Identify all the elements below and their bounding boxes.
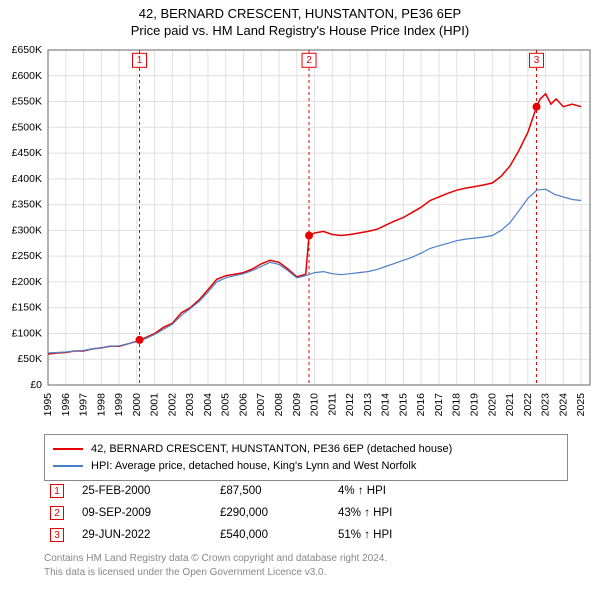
svg-text:2007: 2007 bbox=[255, 393, 267, 417]
svg-text:2020: 2020 bbox=[486, 393, 498, 417]
svg-text:2021: 2021 bbox=[504, 393, 516, 417]
legend-box: 42, BERNARD CRESCENT, HUNSTANTON, PE36 6… bbox=[44, 434, 568, 481]
sale-row: 1 25-FEB-2000 £87,500 4% ↑ HPI bbox=[44, 480, 568, 502]
svg-text:1999: 1999 bbox=[113, 393, 125, 417]
svg-text:2003: 2003 bbox=[184, 393, 196, 417]
svg-text:2001: 2001 bbox=[149, 393, 161, 417]
svg-text:£650K: £650K bbox=[12, 44, 42, 56]
svg-text:1995: 1995 bbox=[42, 393, 54, 417]
sale-badge: 2 bbox=[50, 506, 64, 520]
sales-table: 1 25-FEB-2000 £87,500 4% ↑ HPI 2 09-SEP-2009 £… bbox=[44, 480, 568, 546]
svg-text:3: 3 bbox=[534, 55, 540, 66]
svg-text:1997: 1997 bbox=[78, 393, 90, 417]
attribution-line-2: This data is licensed under the Open Gov… bbox=[44, 566, 568, 580]
svg-text:2017: 2017 bbox=[433, 393, 445, 417]
svg-text:1: 1 bbox=[137, 55, 143, 66]
svg-text:1996: 1996 bbox=[60, 393, 72, 417]
svg-text:2018: 2018 bbox=[451, 393, 463, 417]
sale-date: 29-JUN-2022 bbox=[82, 529, 202, 541]
svg-text:2000: 2000 bbox=[131, 393, 143, 417]
svg-text:£500K: £500K bbox=[12, 121, 42, 133]
svg-text:£550K: £550K bbox=[12, 96, 42, 108]
sale-row: 3 29-JUN-2022 £540,000 51% ↑ HPI bbox=[44, 524, 568, 546]
legend-swatch bbox=[53, 465, 83, 467]
legend-swatch bbox=[53, 448, 83, 450]
svg-text:2024: 2024 bbox=[557, 393, 569, 417]
line-chart-svg: £0 £50K £100K £150K £200K £250K £300K £350K £400… bbox=[0, 40, 600, 430]
svg-text:2016: 2016 bbox=[415, 393, 427, 417]
legend-item: 42, BERNARD CRESCENT, HUNSTANTON, PE36 6… bbox=[53, 441, 559, 458]
sale-badge: 3 bbox=[50, 528, 64, 542]
sale-row: 2 09-SEP-2009 £290,000 43% ↑ HPI bbox=[44, 502, 568, 524]
legend-label: 42, BERNARD CRESCENT, HUNSTANTON, PE36 6… bbox=[91, 441, 452, 458]
svg-text:£400K: £400K bbox=[12, 173, 42, 185]
sale-date: 25-FEB-2000 bbox=[82, 485, 202, 497]
sale-diff: 4% ↑ HPI bbox=[338, 485, 448, 497]
svg-text:2013: 2013 bbox=[362, 393, 374, 417]
legend-label: HPI: Average price, detached house, King… bbox=[91, 458, 416, 475]
svg-text:£0: £0 bbox=[30, 379, 42, 391]
attribution-text: Contains HM Land Registry data © Crown c… bbox=[44, 552, 568, 579]
svg-text:2022: 2022 bbox=[522, 393, 534, 417]
sale-price: £540,000 bbox=[220, 529, 320, 541]
sale-price: £87,500 bbox=[220, 485, 320, 497]
svg-text:2006: 2006 bbox=[237, 393, 249, 417]
svg-text:2023: 2023 bbox=[540, 393, 552, 417]
svg-text:2014: 2014 bbox=[380, 393, 392, 417]
svg-text:£150K: £150K bbox=[12, 302, 42, 314]
svg-text:2004: 2004 bbox=[202, 393, 214, 417]
chart-area: £0 £50K £100K £150K £200K £250K £300K £350K £400… bbox=[0, 40, 600, 430]
svg-text:£250K: £250K bbox=[12, 250, 42, 262]
svg-text:2005: 2005 bbox=[220, 393, 232, 417]
chart-title-block: 42, BERNARD CRESCENT, HUNSTANTON, PE36 6… bbox=[0, 0, 600, 40]
sale-badge: 1 bbox=[50, 484, 64, 498]
sale-price: £290,000 bbox=[220, 507, 320, 519]
svg-text:£600K: £600K bbox=[12, 70, 42, 82]
svg-text:£200K: £200K bbox=[12, 276, 42, 288]
svg-text:£450K: £450K bbox=[12, 147, 42, 159]
svg-text:£350K: £350K bbox=[12, 199, 42, 211]
svg-text:2015: 2015 bbox=[397, 393, 409, 417]
sale-date: 09-SEP-2009 bbox=[82, 507, 202, 519]
svg-text:£50K: £50K bbox=[17, 353, 42, 365]
svg-text:£300K: £300K bbox=[12, 224, 42, 236]
svg-text:2002: 2002 bbox=[166, 393, 178, 417]
svg-text:2019: 2019 bbox=[468, 393, 480, 417]
chart-title-address: 42, BERNARD CRESCENT, HUNSTANTON, PE36 6… bbox=[10, 6, 590, 21]
svg-text:2011: 2011 bbox=[326, 393, 338, 416]
svg-text:2010: 2010 bbox=[309, 393, 321, 417]
svg-text:2: 2 bbox=[306, 55, 312, 66]
svg-text:2009: 2009 bbox=[291, 393, 303, 417]
sale-diff: 51% ↑ HPI bbox=[338, 529, 448, 541]
sale-diff: 43% ↑ HPI bbox=[338, 507, 448, 519]
svg-text:£100K: £100K bbox=[12, 327, 42, 339]
svg-text:2012: 2012 bbox=[344, 393, 356, 417]
legend-item: HPI: Average price, detached house, King… bbox=[53, 458, 559, 475]
attribution-line-1: Contains HM Land Registry data © Crown c… bbox=[44, 552, 568, 566]
svg-text:2025: 2025 bbox=[575, 393, 587, 417]
svg-text:1998: 1998 bbox=[95, 393, 107, 417]
chart-title-subtitle: Price paid vs. HM Land Registry's House … bbox=[10, 23, 590, 38]
svg-text:2008: 2008 bbox=[273, 393, 285, 417]
